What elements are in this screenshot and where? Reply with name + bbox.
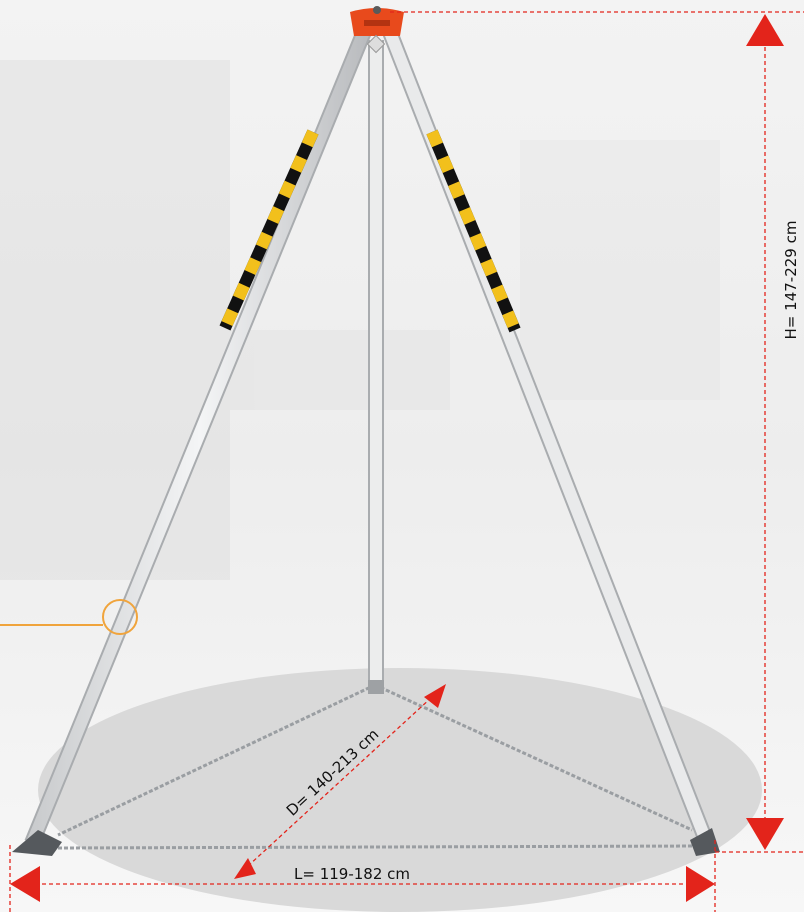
page: H= 147-229 cm D= 140-213 cm L= 119-182 c… <box>0 0 804 912</box>
length-label: L= 119-182 cm <box>294 865 410 883</box>
tripod-diagram: H= 147-229 cm D= 140-213 cm L= 119-182 c… <box>0 0 804 912</box>
height-label: H= 147-229 cm <box>782 221 800 340</box>
